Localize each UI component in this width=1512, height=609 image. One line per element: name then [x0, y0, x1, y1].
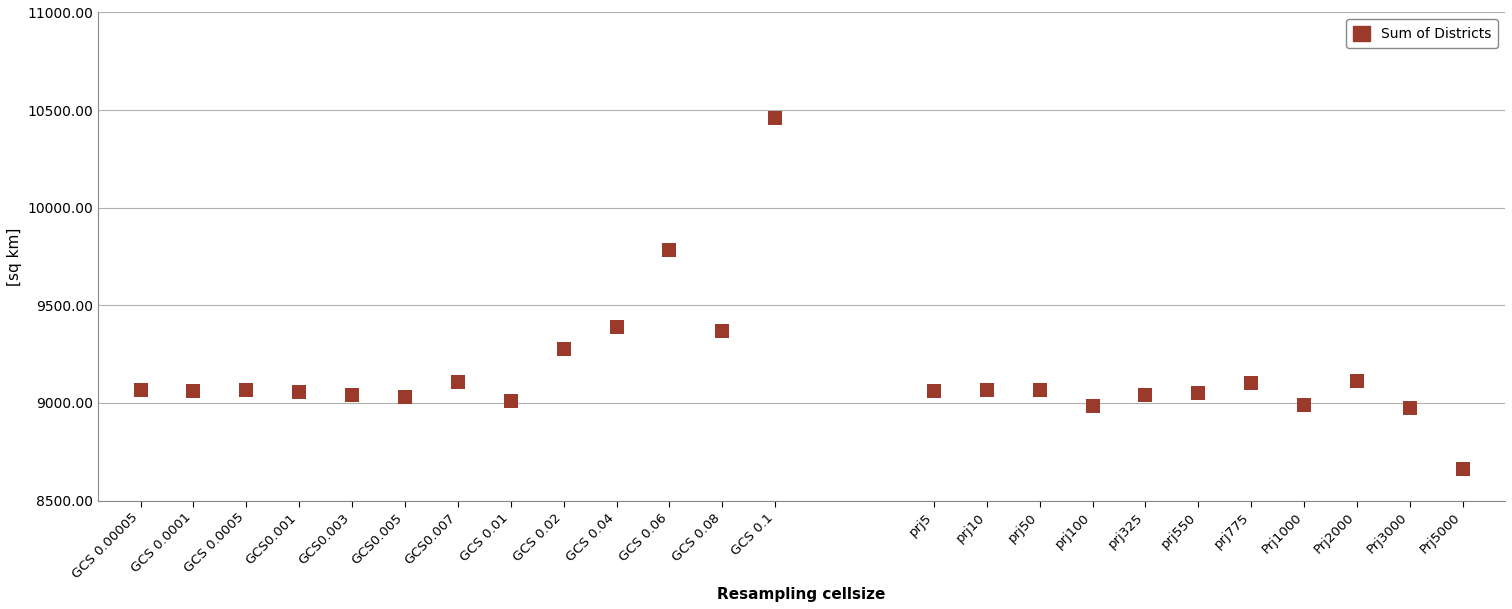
Point: [340, 390, 364, 400]
Point: [499, 396, 523, 406]
X-axis label: Resampling cellsize: Resampling cellsize: [718, 587, 886, 602]
Point: [129, 385, 153, 395]
Point: [764, 113, 788, 123]
Point: [711, 326, 735, 336]
Point: [393, 392, 417, 402]
Point: [1344, 376, 1368, 385]
Point: [181, 387, 206, 396]
Point: [552, 345, 576, 354]
Point: [1134, 390, 1158, 400]
Point: [1240, 379, 1264, 389]
Point: [975, 385, 999, 395]
Point: [1081, 401, 1105, 411]
Point: [1028, 385, 1052, 395]
Y-axis label: [sq km]: [sq km]: [8, 227, 23, 286]
Point: [922, 387, 947, 396]
Point: [605, 322, 629, 332]
Point: [1450, 465, 1474, 474]
Point: [446, 376, 470, 386]
Point: [287, 387, 311, 397]
Legend: Sum of Districts: Sum of Districts: [1346, 19, 1498, 48]
Point: [658, 245, 682, 255]
Point: [234, 385, 259, 395]
Point: [1397, 403, 1421, 413]
Point: [1291, 400, 1315, 410]
Point: [1187, 389, 1211, 398]
